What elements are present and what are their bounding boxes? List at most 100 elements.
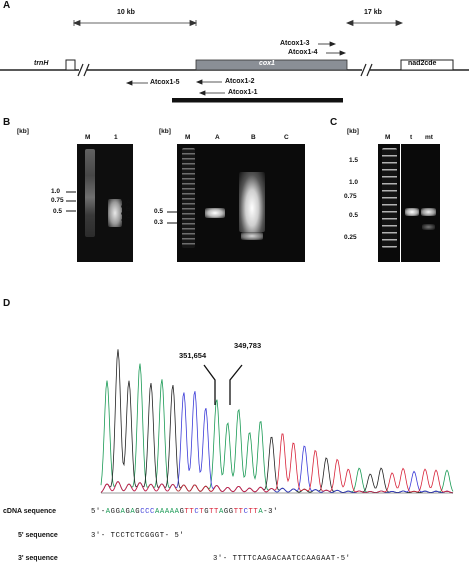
gel3-lane-m: M	[385, 134, 391, 141]
cdna-base: T	[238, 508, 244, 516]
cdna-base: C	[150, 508, 155, 516]
cdna-base: A	[258, 508, 264, 516]
cdna-base: G	[110, 508, 116, 516]
panel-a-letter: A	[3, 0, 11, 11]
panel-d-letter: D	[3, 298, 11, 309]
gel2-marker-2: 0.3	[154, 219, 164, 226]
gel1-lane-1: 1	[114, 134, 118, 141]
panel-b-letter: B	[3, 117, 11, 128]
gene-nad2: nad2cde	[408, 60, 436, 67]
cdna-base: C	[140, 508, 146, 516]
gel3-lane-mt-faint	[422, 224, 435, 230]
cdna-base: G	[115, 508, 121, 516]
five-sequence: 3'- TCCTCTCGGGT- 5'	[91, 532, 185, 540]
gel1-marker-2: 0.75	[51, 197, 64, 204]
cdna-base: T	[214, 508, 219, 516]
gel2-ladder	[182, 148, 195, 248]
junction-pos-right: 349,783	[234, 341, 262, 350]
distance-10kb: 10 kb	[117, 9, 135, 16]
cdna-base: A	[218, 508, 224, 516]
cdna-base: A	[164, 508, 170, 516]
gel2-lane-c: C	[284, 134, 289, 141]
primer-atcox1-1: Atcox1-1	[228, 89, 258, 96]
gel3-marker-3: 0.75	[344, 193, 357, 200]
gel3-lane-mt: mt	[425, 134, 433, 141]
cdna-base: G	[204, 508, 210, 516]
gel3-lane-t: t	[410, 134, 413, 141]
gel2-lane-b-smear	[239, 172, 265, 232]
cdna-base: C	[194, 508, 200, 516]
gel3-marker-5: 0.25	[344, 234, 357, 241]
gene-cox1: cox1	[259, 60, 275, 67]
distance-17kb: 17 kb	[364, 9, 382, 16]
gel3-image	[378, 144, 440, 262]
cdna-base: G	[228, 508, 234, 516]
primer-atcox1-3: Atcox1-3	[280, 40, 310, 47]
gel1-marker-3: 0.5	[53, 208, 63, 215]
gel1-ladder	[85, 149, 95, 237]
gel3-marker-4: 0.5	[349, 212, 359, 219]
cdna-base: T	[184, 508, 190, 516]
cdna-base: A	[120, 508, 126, 516]
cdna-base: A	[159, 508, 165, 516]
gel3-marker-2: 1.0	[349, 179, 359, 186]
cdna-base: T	[253, 508, 259, 516]
gel2-lane-a-band	[205, 208, 225, 218]
panel-c-letter: C	[330, 117, 338, 128]
gene-nad2-label: nad2cde	[408, 60, 437, 67]
five-sequence-label: 5' sequence	[18, 532, 58, 539]
junction-marker	[203, 364, 243, 405]
trace-G	[100, 349, 454, 494]
cdna-prefix: 5'-	[91, 508, 106, 516]
gel3-lane-mt-band	[421, 208, 436, 216]
gel2-lane-a: A	[215, 134, 220, 141]
gel1-band-c: C	[126, 213, 131, 220]
cdna-bases: AGGAGAGCCCAAAAAGTTCTGTTAGGTTCTTA	[106, 508, 264, 516]
cdna-base: T	[189, 508, 195, 516]
gel2-marker-1: 0.5	[154, 208, 164, 215]
junction-pos-left: 351,654	[179, 351, 207, 360]
gel1-band-b: B	[126, 206, 131, 213]
cdna-base: C	[243, 508, 249, 516]
gel3-unit: [kb]	[347, 128, 359, 135]
cdna-base: G	[135, 508, 141, 516]
gel3-ladder	[382, 148, 397, 248]
gel2-lane-m: M	[185, 134, 191, 141]
three-sequence: 3'- TTTTCAAGACAATCCAAGAAT-5'	[213, 555, 351, 563]
primer-atcox1-4: Atcox1-4	[288, 49, 318, 56]
gel1-sample-smear	[108, 199, 122, 227]
gel2-lane-b: B	[251, 134, 256, 141]
chromatogram-traces	[100, 349, 454, 494]
cdna-base: T	[209, 508, 215, 516]
cdna-base: T	[248, 508, 254, 516]
primer-atcox1-5: Atcox1-5	[150, 79, 180, 86]
gel1-marker-1: 1.0	[51, 188, 61, 195]
trace-T	[100, 433, 454, 494]
cdna-base: T	[199, 508, 205, 516]
cdna-base: T	[233, 508, 239, 516]
cdna-sequence-label: cDNA sequence	[3, 508, 57, 515]
cdna-base: G	[179, 508, 185, 516]
gel1-band-a: A	[126, 199, 131, 206]
gel3-marker-1: 1.5	[349, 157, 359, 164]
gel3-lane-t-band	[405, 208, 419, 216]
gel2-image	[177, 144, 305, 262]
three-sequence-label: 3' sequence	[18, 555, 58, 562]
gel1-lane-m: M	[85, 134, 91, 141]
cdna-base: C	[145, 508, 151, 516]
gel3-divider	[400, 144, 401, 262]
cdna-suffix: -3'	[263, 508, 278, 516]
cdna-base: A	[154, 508, 160, 516]
cdna-base: A	[169, 508, 175, 516]
primer-atcox1-2: Atcox1-2	[225, 78, 255, 85]
cdna-base: A	[174, 508, 180, 516]
gel2-lane-b-low	[241, 232, 263, 240]
cdna-base: G	[125, 508, 131, 516]
cdna-sequence: 5'-AGGAGAGCCCAAAAAGTTCTGTTAGGTTCTTA-3'	[91, 508, 278, 516]
cdna-base: A	[105, 508, 111, 516]
cdna-base: G	[223, 508, 229, 516]
